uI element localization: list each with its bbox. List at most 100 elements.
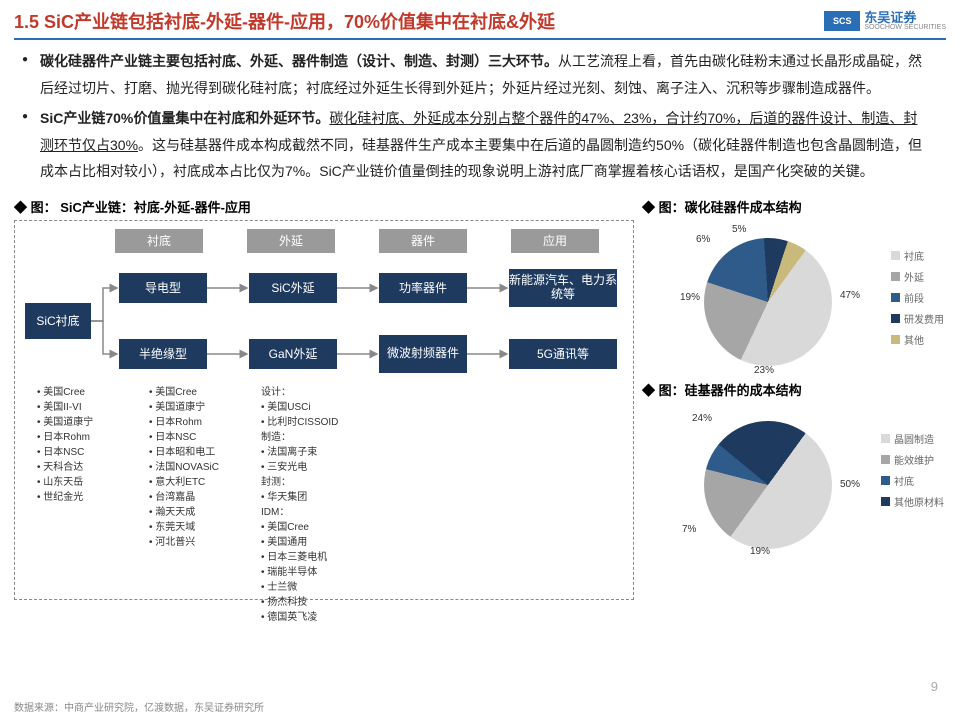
- node-ev: 新能源汽车、电力系统等: [509, 269, 617, 307]
- legend-label: 其他: [904, 332, 924, 347]
- legend-swatch: [881, 434, 890, 443]
- node-rf: 微波射频器件: [379, 335, 467, 373]
- list-item: 日本Rohm: [37, 428, 135, 443]
- legend-label: 研发费用: [904, 311, 944, 326]
- pie2-chart: [704, 421, 832, 549]
- legend-swatch: [891, 251, 900, 260]
- legend-label: 其他原材料: [894, 494, 944, 509]
- list-item: 天科合达: [37, 458, 135, 473]
- pie1-legend: 衬底外延前段研发费用其他: [891, 248, 944, 353]
- node-gan-epi: GaN外延: [249, 339, 337, 369]
- node-sic-epi: SiC外延: [249, 273, 337, 303]
- company-lists: 美国Cree美国II-VI美国道康宁日本Rohm日本NSC天科合达山东天岳世纪金…: [37, 383, 627, 623]
- legend-label: 前段: [904, 290, 924, 305]
- legend-label: 能效维护: [894, 452, 934, 467]
- list-item: 意大利ETC: [149, 473, 247, 488]
- node-5g: 5G通讯等: [509, 339, 617, 369]
- col-device: 设计：美国USCi比利时CISSOID制造：法国离子束三安光电封测：华天集团ID…: [261, 383, 391, 623]
- pie2-wrap: 50% 19% 7% 24% 晶圆制造能效维护衬底其他原材料: [642, 403, 946, 561]
- flow-section: 图： SiC产业链：衬底-外延-器件-应用 衬底 外延 器件 应用: [14, 195, 634, 600]
- list-item: 法国离子束: [261, 443, 391, 458]
- list-item: 美国II-VI: [37, 398, 135, 413]
- list-item: 日本NSC: [37, 443, 135, 458]
- node-power: 功率器件: [379, 273, 467, 303]
- legend-swatch: [891, 335, 900, 344]
- legend-swatch: [891, 272, 900, 281]
- pie2-legend: 晶圆制造能效维护衬底其他原材料: [881, 431, 944, 515]
- pie1-wrap: 47% 23% 19% 6% 5% 衬底外延前段研发费用其他: [642, 220, 946, 378]
- legend-swatch: [891, 293, 900, 302]
- legend-item: 其他: [891, 332, 944, 347]
- legend-item: 晶圆制造: [881, 431, 944, 446]
- logo-en: SOOCHOW SECURITIES: [864, 24, 946, 31]
- hdr-app: 应用: [511, 229, 599, 253]
- list-item: 华天集团: [261, 488, 391, 503]
- legend-item: 其他原材料: [881, 494, 944, 509]
- subheader: IDM：: [261, 503, 391, 518]
- body-text: 碳化硅器件产业链主要包括衬底、外延、器件制造（设计、制造、封测）三大环节。从工艺…: [0, 46, 960, 195]
- flowchart: 衬底 外延 器件 应用 SiC衬底 导电型: [14, 220, 634, 600]
- pie1-l4: 5%: [732, 224, 746, 235]
- legend-swatch: [881, 455, 890, 464]
- logo-cn: 东吴证券: [864, 11, 946, 24]
- hdr-device: 器件: [379, 229, 467, 253]
- list-item: 日本昭和电工: [149, 443, 247, 458]
- pie2-l3: 24%: [692, 413, 712, 424]
- list-item: 美国Cree: [37, 383, 135, 398]
- pie2-l1: 19%: [750, 546, 770, 557]
- subheader: 制造：: [261, 428, 391, 443]
- list-item: 日本NSC: [149, 428, 247, 443]
- hdr-substrate: 衬底: [115, 229, 203, 253]
- list-item: 山东天岳: [37, 473, 135, 488]
- pie1-l2: 19%: [680, 292, 700, 303]
- list-item: 日本三菱电机: [261, 548, 391, 563]
- list-item: 美国USCi: [261, 398, 391, 413]
- legend-label: 外延: [904, 269, 924, 284]
- list-item: 日本Rohm: [149, 413, 247, 428]
- pie2-l0: 50%: [840, 479, 860, 490]
- hdr-epitaxy: 外延: [247, 229, 335, 253]
- legend-swatch: [881, 497, 890, 506]
- pie1-l0: 47%: [840, 290, 860, 301]
- data-source: 数据来源：中商产业研究院，亿渡数据，东吴证券研究所: [14, 699, 264, 714]
- list-item: 比利时CISSOID: [261, 413, 391, 428]
- list-item: 扬杰科技: [261, 593, 391, 608]
- node-conductive: 导电型: [119, 273, 207, 303]
- bullet-2: SiC产业链70%价值量集中在衬底和外延环节。碳化硅衬底、外延成本分别占整个器件…: [40, 105, 930, 185]
- list-item: 世纪金光: [37, 488, 135, 503]
- page-title: 1.5 SiC产业链包括衬底-外延-器件-应用，70%价值集中在衬底&外延: [14, 8, 824, 34]
- list-item: 台湾嘉晶: [149, 488, 247, 503]
- legend-label: 晶圆制造: [894, 431, 934, 446]
- flow-title: 图： SiC产业链：衬底-外延-器件-应用: [14, 197, 634, 216]
- list-item: 三安光电: [261, 458, 391, 473]
- pie1-l1: 23%: [754, 365, 774, 376]
- list-item: 美国Cree: [261, 518, 391, 533]
- p1-bold: 碳化硅器件产业链主要包括衬底、外延、器件制造（设计、制造、封测）三大环节。: [40, 53, 558, 69]
- header-rule: [14, 38, 946, 40]
- flow-nodes: SiC衬底 导电型 半绝缘型 SiC外延 GaN外延 功率器件 微波射频器件 新…: [21, 261, 627, 381]
- p2-rest: 。这与硅基器件成本构成截然不同，硅基器件生产成本主要集中在后道的晶圆制造约50%…: [40, 137, 922, 180]
- node-root: SiC衬底: [25, 303, 91, 339]
- list-item: 美国道康宁: [149, 398, 247, 413]
- list-item: 士兰微: [261, 578, 391, 593]
- pie1-l3: 6%: [696, 234, 710, 245]
- list-item: 瀚天天成: [149, 503, 247, 518]
- legend-item: 能效维护: [881, 452, 944, 467]
- list-item: 德国英飞凌: [261, 608, 391, 623]
- legend-label: 衬底: [904, 248, 924, 263]
- pie2-l2: 7%: [682, 524, 696, 535]
- list-item: 河北普兴: [149, 533, 247, 548]
- legend-label: 衬底: [894, 473, 914, 488]
- brand-logo: SCS 东吴证券 SOOCHOW SECURITIES: [824, 11, 946, 31]
- legend-item: 衬底: [891, 248, 944, 263]
- page-number: 9: [931, 679, 938, 694]
- list-item: 瑞能半导体: [261, 563, 391, 578]
- subheader: 封测：: [261, 473, 391, 488]
- col-substrate: 美国Cree美国II-VI美国道康宁日本Rohm日本NSC天科合达山东天岳世纪金…: [37, 383, 135, 623]
- p2-bold: SiC产业链70%价值量集中在衬底和外延环节。: [40, 110, 329, 126]
- legend-swatch: [881, 476, 890, 485]
- pie1-title: 图：碳化硅器件成本结构: [642, 197, 946, 216]
- header: 1.5 SiC产业链包括衬底-外延-器件-应用，70%价值集中在衬底&外延 SC…: [0, 0, 960, 38]
- pie1-chart: [704, 238, 832, 366]
- list-item: 美国道康宁: [37, 413, 135, 428]
